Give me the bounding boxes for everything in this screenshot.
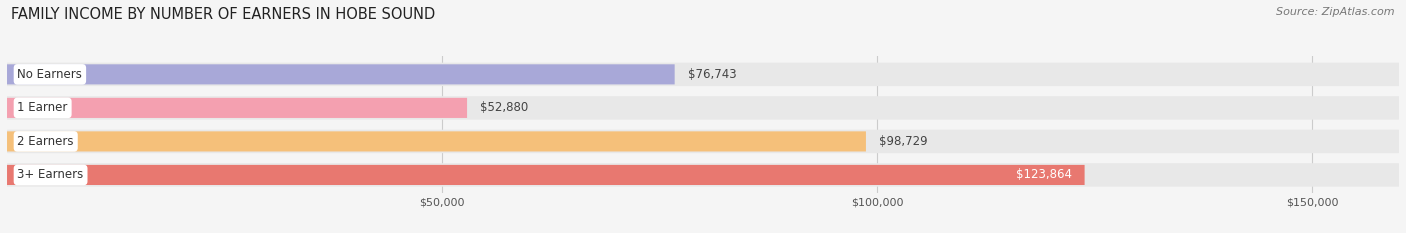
FancyBboxPatch shape <box>7 63 1399 86</box>
FancyBboxPatch shape <box>7 130 1399 153</box>
FancyBboxPatch shape <box>7 165 1084 185</box>
FancyBboxPatch shape <box>7 98 467 118</box>
Text: 3+ Earners: 3+ Earners <box>17 168 84 182</box>
Text: Source: ZipAtlas.com: Source: ZipAtlas.com <box>1277 7 1395 17</box>
Text: 2 Earners: 2 Earners <box>17 135 75 148</box>
Text: 1 Earner: 1 Earner <box>17 101 67 114</box>
Text: No Earners: No Earners <box>17 68 83 81</box>
FancyBboxPatch shape <box>7 64 675 84</box>
Text: $98,729: $98,729 <box>879 135 928 148</box>
Text: FAMILY INCOME BY NUMBER OF EARNERS IN HOBE SOUND: FAMILY INCOME BY NUMBER OF EARNERS IN HO… <box>11 7 436 22</box>
FancyBboxPatch shape <box>7 163 1399 187</box>
Text: $52,880: $52,880 <box>479 101 529 114</box>
FancyBboxPatch shape <box>7 131 866 151</box>
Text: $123,864: $123,864 <box>1015 168 1071 182</box>
Text: $76,743: $76,743 <box>688 68 737 81</box>
FancyBboxPatch shape <box>7 96 1399 120</box>
